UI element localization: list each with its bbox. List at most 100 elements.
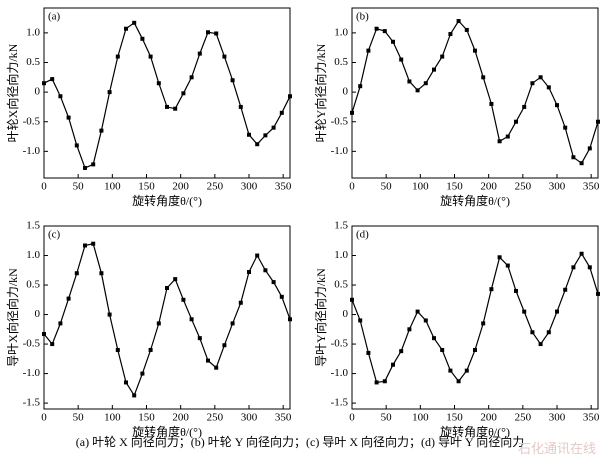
data-point xyxy=(42,81,46,86)
x-tick-label: 50 xyxy=(73,181,85,193)
data-point xyxy=(456,379,461,384)
x-tick-label: 200 xyxy=(480,181,497,193)
y-tick-label: -1.0 xyxy=(331,145,349,157)
x-axis-label: 旋转角度θ/(°) xyxy=(440,193,510,208)
data-point xyxy=(358,84,363,89)
x-axis-label: 旋转角度θ/(°) xyxy=(440,424,510,439)
data-point xyxy=(587,146,592,151)
data-point xyxy=(489,101,494,106)
panel-label: (b) xyxy=(356,11,369,23)
x-tick-label: 200 xyxy=(172,181,189,193)
x-tick-label: 250 xyxy=(515,412,532,424)
plot-frame xyxy=(351,7,599,179)
data-point xyxy=(214,31,219,36)
x-tick-label: 150 xyxy=(138,181,155,193)
x-tick-label: 150 xyxy=(446,181,463,193)
y-tick-label: 0 xyxy=(343,86,349,98)
data-point xyxy=(206,30,210,35)
data-point xyxy=(473,48,477,53)
x-tick-label: 200 xyxy=(480,412,497,424)
y-tick-label: -0.5 xyxy=(23,338,41,350)
x-tick-label: 200 xyxy=(172,412,189,424)
data-point xyxy=(505,134,510,139)
x-tick-label: 300 xyxy=(241,181,258,193)
data-point xyxy=(83,165,87,170)
data-point xyxy=(530,81,535,86)
data-point xyxy=(222,343,227,348)
data-point xyxy=(115,54,120,59)
data-point xyxy=(132,20,137,25)
data-point xyxy=(505,263,510,268)
plot-frame xyxy=(351,225,599,410)
y-tick-label: 0 xyxy=(35,308,41,320)
data-point xyxy=(247,270,251,275)
data-point xyxy=(74,271,79,276)
data-point xyxy=(571,155,576,160)
data-point xyxy=(156,81,161,86)
x-tick-label: 250 xyxy=(515,181,532,193)
data-point xyxy=(50,77,55,82)
y-tick-label: -1.0 xyxy=(23,145,41,157)
data-point xyxy=(415,309,420,314)
x-tick-label: 0 xyxy=(349,412,355,424)
x-tick-label: 350 xyxy=(583,181,600,193)
y-tick-label: 0 xyxy=(343,308,349,320)
x-tick-label: 350 xyxy=(275,412,292,424)
panel-label: (c) xyxy=(48,229,61,241)
data-point xyxy=(374,380,379,385)
data-point xyxy=(497,139,502,144)
data-point xyxy=(350,110,354,115)
panel-label: (a) xyxy=(48,11,61,23)
data-point xyxy=(50,342,55,347)
data-point xyxy=(247,132,251,137)
y-tick-label: 1.0 xyxy=(26,249,40,261)
y-axis-label: 导叶Y向径向力/kN xyxy=(313,268,328,367)
data-point xyxy=(255,253,260,258)
data-line xyxy=(43,242,291,397)
data-point xyxy=(58,321,63,326)
data-point xyxy=(206,358,210,363)
data-point xyxy=(481,321,486,326)
y-tick-label: 1.0 xyxy=(26,26,40,38)
y-tick-label: -0.5 xyxy=(331,115,349,127)
data-point xyxy=(489,287,494,292)
data-point xyxy=(165,285,169,290)
y-tick-label: -1.0 xyxy=(331,367,349,379)
data-point xyxy=(358,318,363,323)
x-tick-label: 100 xyxy=(104,181,121,193)
data-point xyxy=(91,241,96,246)
data-point xyxy=(514,119,518,124)
data-point xyxy=(423,318,428,323)
data-point xyxy=(288,94,292,99)
data-point xyxy=(222,54,227,59)
y-tick-label: -1.5 xyxy=(23,397,41,409)
data-point xyxy=(132,393,137,398)
x-tick-label: 350 xyxy=(583,412,600,424)
data-point xyxy=(555,309,559,314)
data-point xyxy=(391,362,395,367)
data-point xyxy=(83,243,87,248)
x-tick-label: 300 xyxy=(549,412,566,424)
data-point xyxy=(448,32,453,37)
data-point xyxy=(423,81,428,86)
data-point xyxy=(432,67,436,72)
data-point xyxy=(456,19,461,24)
data-point xyxy=(124,26,128,31)
y-tick-label: 1.0 xyxy=(334,26,348,38)
data-point xyxy=(263,133,268,138)
data-point xyxy=(124,380,128,385)
data-line xyxy=(351,20,599,165)
y-tick-label: 0.5 xyxy=(334,279,348,291)
y-axis-label: 导叶X向径向力/kN xyxy=(5,268,20,367)
x-axis-label: 旋转角度θ/(°) xyxy=(132,424,202,439)
data-point xyxy=(399,349,404,354)
x-tick-label: 0 xyxy=(41,412,47,424)
x-tick-label: 100 xyxy=(412,412,429,424)
data-point xyxy=(587,265,592,270)
y-tick-label: 0.5 xyxy=(334,56,348,68)
data-point xyxy=(107,90,112,95)
data-point xyxy=(350,297,354,302)
y-tick-label: -0.5 xyxy=(23,115,41,127)
data-point xyxy=(189,317,194,322)
data-point xyxy=(115,347,120,352)
